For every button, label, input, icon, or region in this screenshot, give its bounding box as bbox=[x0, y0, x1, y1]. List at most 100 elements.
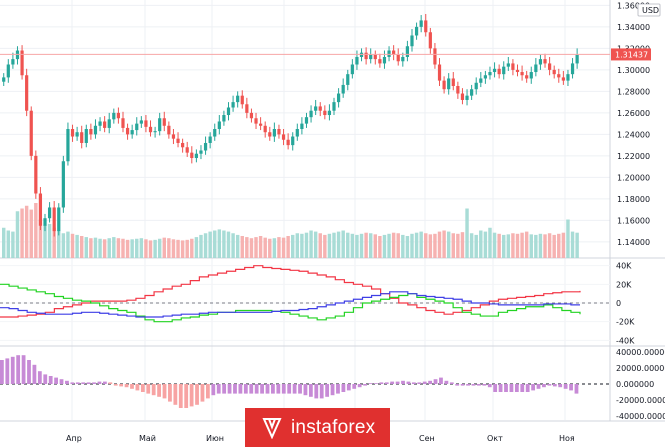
candle-body bbox=[89, 129, 93, 135]
histogram-bar bbox=[227, 384, 232, 394]
candle-body bbox=[437, 64, 442, 81]
histogram-bar bbox=[536, 384, 541, 389]
candle-body bbox=[465, 95, 469, 100]
candle-body bbox=[148, 126, 153, 133]
histogram-bar bbox=[487, 384, 492, 388]
candle-body bbox=[327, 110, 332, 116]
histogram-bar bbox=[395, 381, 400, 384]
volume-bar bbox=[300, 233, 304, 258]
volume-bar bbox=[235, 234, 240, 258]
candle-body bbox=[520, 72, 524, 76]
volume-bar bbox=[336, 231, 341, 258]
histogram-bar bbox=[124, 384, 129, 388]
candle-body bbox=[502, 66, 506, 75]
volume-bar bbox=[433, 233, 437, 258]
histogram-bar bbox=[406, 381, 411, 384]
histogram-bar bbox=[352, 384, 357, 389]
histogram-bar bbox=[102, 381, 107, 384]
volume-bar bbox=[474, 234, 478, 258]
volume-bar bbox=[139, 238, 144, 258]
candle-body bbox=[405, 46, 410, 57]
volume-bar bbox=[341, 230, 345, 258]
volume-bar bbox=[570, 231, 575, 258]
indicator-tick-label: 40K bbox=[616, 262, 632, 271]
volume-bar bbox=[575, 232, 579, 258]
volume-bar bbox=[24, 205, 29, 258]
candle-body bbox=[447, 78, 451, 90]
histogram-bar bbox=[509, 384, 514, 392]
histogram-bar bbox=[211, 384, 216, 396]
candle-body bbox=[451, 78, 455, 86]
candle-body bbox=[346, 74, 350, 85]
histogram-bar bbox=[319, 384, 324, 399]
volume-bar bbox=[401, 234, 405, 258]
volume-bar bbox=[382, 234, 387, 258]
candle-body bbox=[47, 207, 52, 219]
volume-bar bbox=[75, 234, 79, 258]
histogram-bar bbox=[222, 384, 227, 394]
candle-body bbox=[139, 120, 143, 124]
candle-body bbox=[34, 155, 38, 194]
histogram-bar bbox=[184, 384, 189, 408]
price-badge bbox=[611, 48, 651, 61]
histogram-tick-label: -20000.000000 bbox=[616, 396, 665, 405]
candle-body bbox=[341, 84, 345, 94]
histogram-bar bbox=[563, 384, 568, 389]
volume-bar bbox=[176, 239, 180, 258]
histogram-bar bbox=[346, 384, 351, 391]
histogram-bar bbox=[54, 377, 58, 384]
volume-bar bbox=[102, 239, 107, 258]
candle-body bbox=[529, 72, 533, 79]
volume-bar bbox=[38, 219, 43, 258]
candle-body bbox=[38, 193, 43, 226]
price-tick-label: 1.14000 bbox=[617, 238, 650, 247]
candle-body bbox=[268, 132, 272, 137]
volume-bar bbox=[43, 225, 47, 258]
histogram-bar bbox=[195, 384, 199, 405]
histogram-tick-label: 20000.000000 bbox=[616, 364, 665, 373]
volume-bar bbox=[286, 236, 290, 258]
candle-body bbox=[456, 86, 460, 94]
candle-body bbox=[561, 77, 565, 81]
candle-body bbox=[217, 121, 221, 129]
volume-bar bbox=[213, 230, 217, 258]
volume-bar bbox=[469, 233, 474, 258]
candle-body bbox=[401, 56, 405, 62]
candle-body bbox=[488, 72, 492, 76]
cot-line-blue bbox=[0, 291, 580, 318]
volume-bar bbox=[20, 208, 24, 258]
volume-bar bbox=[488, 227, 492, 258]
candle-body bbox=[355, 56, 359, 65]
candle-body bbox=[277, 129, 281, 135]
volume-bar bbox=[263, 237, 267, 258]
volume-bar bbox=[534, 234, 538, 258]
volume-bar bbox=[2, 227, 6, 258]
volume-bar bbox=[121, 238, 125, 258]
candle-body bbox=[291, 136, 295, 146]
candle-body bbox=[497, 68, 501, 75]
candle-body bbox=[236, 95, 240, 103]
candle-body bbox=[295, 129, 299, 137]
price-badge-label: 1.31437 bbox=[615, 50, 648, 59]
volume-bar bbox=[226, 231, 231, 258]
volume-bar bbox=[185, 239, 189, 258]
x-tick-label: Окт bbox=[487, 434, 503, 443]
candle-body bbox=[515, 69, 520, 73]
volume-bar bbox=[66, 231, 70, 258]
volume-bar bbox=[304, 232, 309, 258]
histogram-bar bbox=[32, 364, 37, 384]
histogram-bar bbox=[21, 355, 26, 384]
candle-body bbox=[176, 138, 180, 143]
histogram-bar bbox=[574, 384, 579, 394]
histogram-bar bbox=[341, 384, 346, 392]
candle-body bbox=[557, 74, 561, 78]
histogram-bar bbox=[303, 384, 308, 396]
histogram-bar bbox=[411, 382, 416, 384]
histogram-bar bbox=[243, 384, 248, 394]
histogram-bar bbox=[292, 384, 297, 394]
histogram-bar bbox=[455, 384, 460, 386]
histogram-bar bbox=[81, 382, 86, 384]
volume-bar bbox=[135, 238, 139, 258]
candle-body bbox=[70, 129, 75, 137]
